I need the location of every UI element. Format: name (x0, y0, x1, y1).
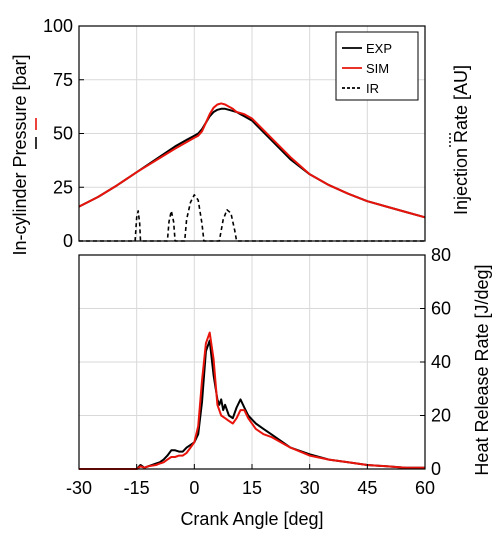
crank-angle-x-ticks: -30 -15 0 15 30 45 60 (66, 464, 435, 498)
pressure-series (78, 102, 426, 242)
x-tick-label: -30 (66, 478, 92, 498)
heat-release-series (79, 331, 425, 470)
heat-release-panel: 0 20 40 60 80 -30 -15 0 15 30 45 60 Crank Angle [d… (66, 245, 492, 529)
y-tick-label: 0 (63, 231, 73, 251)
legend-label-exp: EXP (366, 41, 392, 56)
pressure-grid (79, 26, 425, 241)
pressure-y-axis-label: In-cylinder Pressure [bar] (10, 54, 30, 255)
x-tick-label: -15 (124, 478, 150, 498)
legend-label-ir: IR (366, 81, 379, 96)
legend-label-sim: SIM (366, 61, 389, 76)
series-line-ir (79, 194, 425, 242)
x-tick-label: 0 (189, 478, 199, 498)
x-tick-label: 60 (415, 478, 435, 498)
heat-release-grid (79, 255, 425, 469)
series-line-sim (79, 331, 425, 470)
legend-items: EXP SIM IR (342, 41, 392, 96)
y-tick-label: 25 (53, 177, 73, 197)
y-tick-label: 20 (431, 406, 451, 426)
crank-angle-x-axis-label: Crank Angle [deg] (180, 509, 323, 529)
heat-release-axis-label: Heat Release Rate [J/deg] (472, 264, 492, 475)
x-tick-label: 30 (300, 478, 320, 498)
y-tick-label: 80 (431, 245, 451, 265)
y-tick-label: 60 (431, 299, 451, 319)
legend: EXP SIM IR (335, 31, 419, 101)
y-tick-label: 75 (53, 70, 73, 90)
series-line-sim (78, 102, 426, 219)
y-tick-label: 0 (431, 459, 441, 479)
pressure-panel: 0 25 50 75 100 In-cylinder Pressure [bar] In… (10, 16, 471, 256)
x-tick-label: 45 (357, 478, 377, 498)
y-tick-label: 50 (53, 124, 73, 144)
heat-release-y-ticks: 0 20 40 60 80 (420, 245, 451, 479)
pressure-y-ticks: 0 25 50 75 100 (43, 16, 84, 251)
injection-rate-axis-label: Injection Rate [AU] (451, 65, 471, 215)
y-tick-label: 100 (43, 16, 73, 36)
y-tick-label: 40 (431, 352, 451, 372)
x-tick-label: 15 (242, 478, 262, 498)
